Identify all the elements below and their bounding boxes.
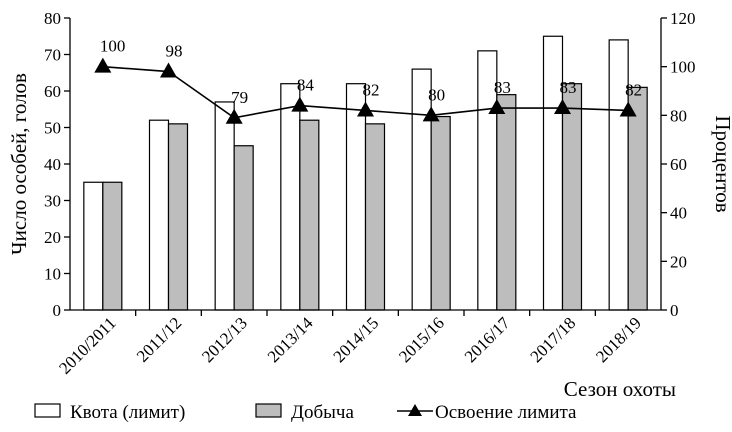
- y-tick-label: 10: [44, 265, 61, 284]
- y-tick-label: 60: [44, 82, 61, 101]
- bar-quota: [411, 68, 432, 311]
- bar-harvest: [364, 123, 386, 311]
- y-tick-label: 20: [44, 228, 61, 247]
- bar-harvest: [233, 145, 254, 311]
- utilization-data-label: 83: [560, 78, 577, 97]
- x-tick-label: 2015/16: [395, 313, 448, 366]
- utilization-point: [357, 101, 374, 117]
- bar-quota: [345, 83, 367, 311]
- y-tick-label: 0: [53, 301, 62, 320]
- utilization-point: [488, 99, 506, 115]
- y2-tick-label: 40: [670, 204, 687, 223]
- x-tick-label: 2017/18: [526, 313, 579, 366]
- utilization-point: [619, 101, 637, 117]
- legend: Квота (лимит) Добыча Освоение лимита: [34, 402, 577, 423]
- bar-harvest: [496, 94, 517, 311]
- x-tick-label: 2013/14: [264, 313, 317, 366]
- utilization-data-label: 82: [363, 80, 380, 99]
- legend-label-utilization: Освоение лимита: [435, 402, 577, 423]
- legend-swatch-quota: [34, 403, 61, 418]
- y2-tick-label: 100: [670, 58, 696, 77]
- bar-harvest: [167, 123, 189, 311]
- legend-swatch-harvest: [255, 403, 282, 418]
- y-axis-title: Число особей, голов: [7, 73, 31, 255]
- y-tick-label: 50: [44, 119, 61, 138]
- utilization-data-label: 100: [100, 37, 126, 56]
- x-tick-label: 2011/12: [133, 313, 185, 365]
- x-tick-label: 2012/13: [198, 313, 251, 366]
- bar-harvest: [430, 115, 451, 311]
- y2-tick-label: 120: [670, 9, 696, 28]
- line-layer: [94, 57, 637, 124]
- x-tick-label: 2010/2011: [55, 313, 119, 377]
- y-tick-label: 80: [44, 9, 61, 28]
- utilization-data-label: 80: [428, 85, 445, 104]
- bar-harvest: [627, 86, 648, 311]
- utilization-point: [94, 57, 112, 73]
- utilization-data-label: 83: [494, 78, 511, 97]
- utilization-point: [422, 106, 440, 122]
- utilization-data-label: 84: [297, 76, 315, 95]
- y2-tick-label: 60: [670, 155, 687, 174]
- y-tick-label: 40: [44, 155, 61, 174]
- y2-axis-title: Процентов: [711, 115, 732, 212]
- bar-harvest: [561, 83, 583, 311]
- y2-tick-label: 80: [670, 106, 687, 125]
- bar-quota: [214, 101, 235, 311]
- bar-harvest: [299, 119, 320, 311]
- utilization-data-label: 98: [166, 42, 183, 61]
- y2-tick-label: 0: [670, 301, 679, 320]
- bar-quota: [148, 119, 170, 311]
- utilization-data-label: 79: [231, 88, 248, 107]
- y2-tick-label: 20: [670, 252, 687, 271]
- x-tick-label: 2014/15: [329, 313, 382, 366]
- data-labels-layer: 100 98 79 84 82 80 83 83 82: [100, 37, 642, 107]
- x-axis-title: Сезон охоты: [564, 377, 676, 401]
- legend-label-quota: Квота (лимит): [70, 402, 185, 423]
- legend-label-harvest: Добыча: [291, 402, 354, 423]
- x-tick-label: 2016/17: [461, 313, 514, 366]
- utilization-point: [291, 96, 309, 112]
- x-tick-label: 2018/19: [592, 313, 645, 366]
- utilization-data-label: 82: [625, 80, 642, 99]
- bar-quota: [83, 181, 104, 311]
- utilization-point: [160, 62, 177, 78]
- bar-harvest: [102, 181, 123, 311]
- y-tick-label: 70: [44, 46, 61, 65]
- y-tick-label: 30: [44, 192, 61, 211]
- legend-triangle-marker: [408, 404, 422, 416]
- utilization-point: [554, 99, 571, 115]
- bar-quota: [280, 83, 301, 311]
- utilization-point: [225, 108, 243, 124]
